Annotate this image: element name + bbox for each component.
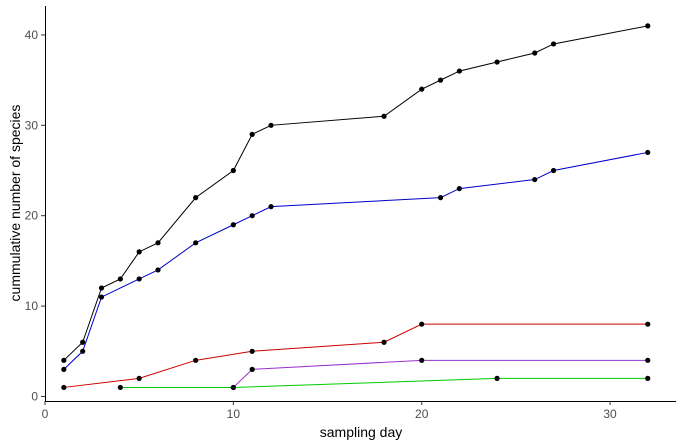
series-2-point [456,185,462,192]
series-1-point [98,285,105,291]
series-1-point [136,249,142,255]
series-2-point [550,167,557,174]
series-2-point [136,276,142,282]
series-2-point [61,366,67,372]
series-2-point [230,222,236,228]
series-2-point [80,348,86,354]
series-1-point [193,195,199,201]
x-tick-label: 10 [227,407,241,421]
series-3-point [645,321,651,327]
series-1-point [532,50,538,56]
x-tick-label: 30 [603,407,617,421]
series-3-point [419,321,425,327]
series-1-point [155,240,161,246]
series-5-point [230,384,236,391]
series-5-point [117,384,123,391]
points-layer [61,23,651,391]
series-2-point [98,294,105,300]
series-2-point [249,213,255,219]
series-4-point [419,357,425,363]
series-2-point [268,204,274,210]
series-1-point [419,86,425,92]
series-1-point [381,113,387,119]
series-1-point [456,68,462,74]
series-4-point [249,366,255,372]
series-1-point [61,357,67,363]
y-tick-label: 40 [25,28,39,42]
series-3-point [136,375,142,381]
series-5-point [494,375,500,381]
y-tick-label: 10 [25,299,39,313]
series-2-point [437,195,444,201]
series-layer [63,25,648,388]
y-tick-label: 20 [25,209,39,223]
series-1-point [494,59,500,65]
series-1-point [230,167,236,174]
series-1-point [249,131,255,137]
series-1-point [437,77,444,83]
series-5-point [645,375,651,381]
series-2-point [532,176,538,183]
y-axis-title: cummulative number of species [7,105,23,302]
series-1-point [268,122,274,128]
series-1-line [63,25,648,361]
x-tick-label: 20 [415,407,429,421]
series-1-point [645,23,651,29]
y-tick-label: 0 [31,389,38,403]
series-2-point [193,240,199,246]
series-5-line [120,377,648,388]
series-1-point [117,276,123,282]
x-tick-label: 0 [42,407,49,421]
series-2-point [645,149,651,156]
series-2-point [155,267,161,273]
series-2-line [63,151,648,370]
series-3-point [61,384,67,391]
series-3-point [193,357,199,363]
series-3-point [381,339,387,345]
y-tick-label: 30 [25,118,39,132]
series-4-line [233,359,648,388]
x-axis-title: sampling day [320,424,403,440]
series-4-point [645,357,651,363]
series-1-point [550,41,557,47]
series-3-point [249,348,255,354]
ticks-layer: 0 10 20 30 0 10 20 30 40 [25,28,617,421]
series-1-point [80,339,86,345]
